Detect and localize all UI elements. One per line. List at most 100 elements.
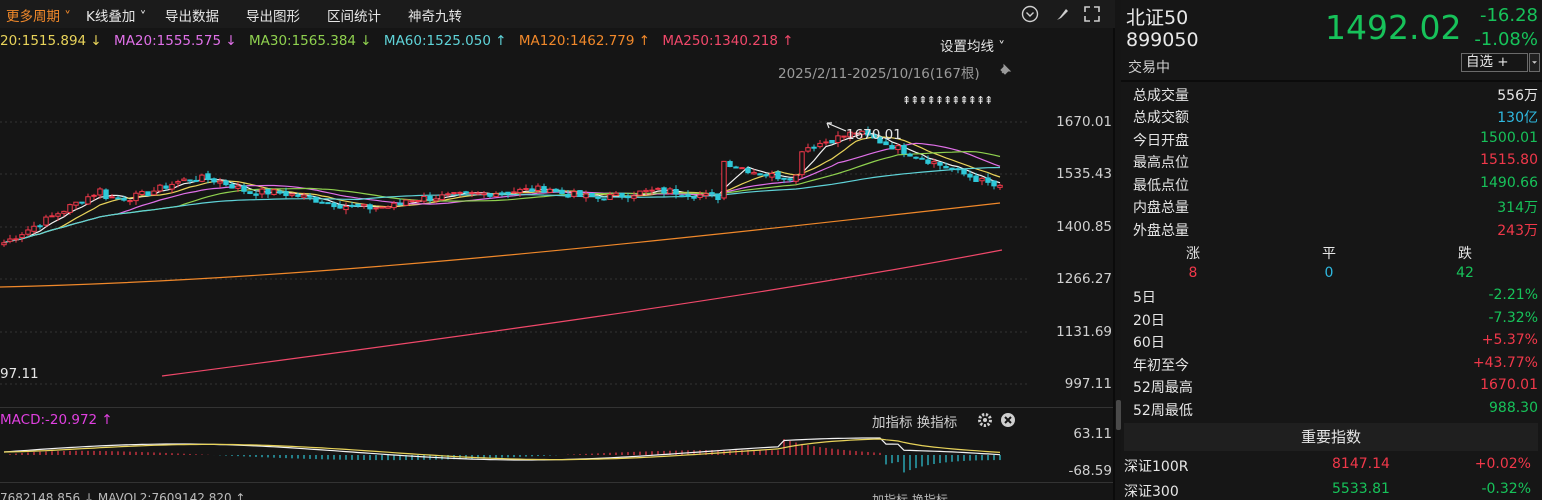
candle-body [997, 184, 1003, 188]
candle-body [145, 191, 151, 197]
flat-count: 0 [1324, 265, 1334, 281]
volume-label: 7682148.856 ↓ MAVOL2:7609142.820 ↑ [0, 491, 246, 500]
volume-tools[interactable]: 加指标 换指标 [872, 493, 948, 500]
period-row: 52周最高 1670.01 [1133, 377, 1538, 396]
candle-body [229, 183, 235, 189]
candle-body [553, 188, 559, 193]
add-watchlist-button[interactable]: 自选 + [1461, 53, 1528, 72]
stat-row: 最高点位 1515.80 [1133, 152, 1538, 171]
min-price-label: 97.11 [0, 366, 39, 382]
gear-icon[interactable] [977, 412, 993, 428]
candle-body [349, 204, 355, 207]
export-data-button[interactable]: 导出数据 [165, 9, 219, 25]
candle-body [571, 191, 577, 197]
candle-body [607, 194, 613, 200]
swap-indicator-button[interactable]: 换指标 [916, 415, 958, 431]
ma-line [3, 132, 1001, 244]
candle-body [679, 195, 685, 198]
macd-lines [3, 437, 1001, 461]
candle-body [115, 197, 121, 200]
candle-body [133, 192, 139, 202]
index-row[interactable]: 深证100R 8147.14 +0.02% [1124, 456, 1538, 478]
candle-body [427, 195, 433, 201]
pin-icon[interactable] [998, 61, 1014, 77]
candle-body [415, 200, 421, 203]
candle-body [175, 181, 181, 184]
candle-body [277, 190, 283, 194]
candle-body [811, 146, 817, 149]
kline-chart[interactable] [0, 88, 1112, 407]
candle-body [517, 188, 523, 194]
pane-divider[interactable] [0, 482, 1115, 483]
macd-chart[interactable] [0, 430, 1010, 480]
flat-label: 平 [1322, 246, 1336, 262]
candle-body [271, 189, 277, 195]
scrollbar[interactable] [1116, 400, 1121, 430]
candle-body [31, 225, 37, 232]
candle-body [793, 174, 799, 182]
y-axis-label: 1131.69 [1056, 324, 1112, 340]
candle-body [817, 142, 823, 148]
candle-body [985, 177, 991, 183]
candle-body [841, 135, 847, 138]
up-count: 8 [1188, 265, 1198, 281]
candle-body [301, 194, 307, 198]
candle-body [535, 185, 541, 191]
close-icon[interactable] [1000, 412, 1016, 428]
candle-body [667, 188, 673, 194]
set-ma-button[interactable]: 设置均线 ˅ [940, 39, 1006, 55]
kline-overlay-menu[interactable]: K线叠加 ˅ [86, 9, 147, 25]
candle-body [907, 153, 913, 157]
candle-body [361, 203, 367, 207]
candle-body [199, 174, 205, 182]
candle-body [697, 194, 703, 198]
candle-body [877, 136, 883, 144]
candle-body [379, 206, 385, 209]
up-label: 涨 [1186, 246, 1200, 262]
candle-body [163, 185, 169, 189]
pane-divider[interactable] [0, 407, 1115, 408]
index-row[interactable]: 深证300 5533.81 -0.32% [1124, 481, 1538, 500]
export-chart-button[interactable]: 导出图形 [246, 9, 300, 25]
candle-body [751, 171, 757, 175]
candle-body [241, 185, 247, 192]
brush-icon[interactable] [1052, 4, 1072, 24]
candle-body [685, 194, 691, 197]
candle-body [193, 179, 199, 182]
ma-legend-item: MA250:1340.218 ↑ [662, 33, 794, 49]
add-indicator-button[interactable]: 加指标 [872, 415, 913, 431]
candle-body [883, 141, 889, 146]
macd-label: MACD:-20.972 ↑ [0, 412, 113, 428]
macd-y-label: 63.11 [1073, 426, 1112, 442]
candle-body [967, 173, 973, 178]
candle-body [319, 201, 325, 204]
candle-body [763, 174, 769, 177]
panel-divider[interactable] [1113, 28, 1115, 500]
candle-body [121, 197, 127, 201]
chevron-down-icon[interactable] [1529, 53, 1540, 72]
last-price: 1492.02 [1325, 8, 1462, 47]
candle-body [523, 188, 529, 191]
candle-body [799, 151, 805, 176]
candle-body [67, 204, 73, 213]
candle-body [745, 167, 751, 174]
candle-body [433, 198, 439, 202]
candle-body [889, 145, 895, 150]
candle-body [529, 188, 535, 192]
ma-line [3, 142, 1001, 244]
collapse-circle-icon[interactable] [1020, 4, 1040, 24]
candle-body [421, 195, 427, 202]
candle-body [805, 147, 811, 152]
candle-body [343, 205, 349, 211]
magic-nine-button[interactable]: 神奇九转 [408, 9, 462, 25]
candle-body [955, 168, 961, 171]
candle-body [673, 188, 679, 195]
range-stats-button[interactable]: 区间统计 [327, 9, 381, 25]
fullscreen-icon[interactable] [1082, 4, 1102, 24]
candle-body [217, 180, 223, 184]
candle-body [613, 192, 619, 196]
candle-body [637, 190, 643, 196]
period-menu[interactable]: 更多周期 ˅ [6, 9, 72, 25]
candle-body [307, 195, 313, 198]
candle-body [445, 193, 451, 196]
